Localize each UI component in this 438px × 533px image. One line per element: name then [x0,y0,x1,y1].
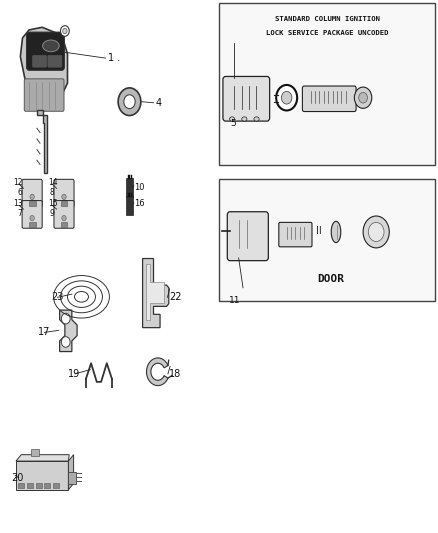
Text: 9: 9 [49,209,54,218]
Circle shape [282,91,292,104]
Bar [60,200,67,206]
Bar [53,483,59,488]
FancyBboxPatch shape [302,86,356,111]
Circle shape [63,28,67,34]
Text: 7: 7 [17,209,22,218]
Bar [27,483,33,488]
Circle shape [118,88,141,116]
Polygon shape [146,264,163,320]
Bar [126,178,133,197]
Ellipse shape [254,117,259,121]
FancyBboxPatch shape [279,222,312,247]
Bar [28,200,35,206]
Text: 12: 12 [13,178,22,187]
Bar [219,179,435,301]
Text: 19: 19 [68,369,81,379]
FancyBboxPatch shape [54,200,74,228]
Polygon shape [16,461,68,490]
Text: 1 .: 1 . [108,53,120,63]
Bar [68,472,76,484]
FancyBboxPatch shape [223,76,270,121]
FancyBboxPatch shape [32,55,46,67]
FancyBboxPatch shape [22,200,42,228]
Bar [219,3,435,165]
Text: LOCK SERVICE PACKAGE UNCODED: LOCK SERVICE PACKAGE UNCODED [266,30,389,36]
Polygon shape [60,310,77,352]
Text: 22: 22 [169,292,181,302]
Ellipse shape [230,117,235,121]
Text: 23: 23 [51,292,63,302]
Circle shape [354,87,372,108]
Bar [60,222,67,227]
Bar [28,222,35,227]
Bar [18,483,24,488]
Circle shape [276,85,297,110]
Circle shape [62,194,66,199]
Circle shape [363,216,389,248]
Text: 4: 4 [155,98,162,108]
Text: 13: 13 [13,199,22,208]
Text: 10: 10 [134,183,145,192]
FancyBboxPatch shape [22,179,42,207]
Circle shape [62,215,66,221]
FancyBboxPatch shape [48,55,62,67]
Circle shape [368,222,384,241]
Text: 20: 20 [12,473,24,482]
Text: 15: 15 [48,199,57,208]
Circle shape [61,337,70,348]
FancyBboxPatch shape [26,32,64,70]
Text: 18: 18 [169,369,181,379]
Polygon shape [37,110,47,173]
Circle shape [30,194,34,199]
Text: 11: 11 [229,296,240,305]
Text: 17: 17 [38,327,50,337]
Text: II: II [316,226,321,236]
Ellipse shape [331,221,341,243]
FancyBboxPatch shape [24,79,64,111]
Bar [126,196,133,215]
Text: 5: 5 [230,119,236,128]
Text: DOOR: DOOR [317,274,344,284]
Polygon shape [16,455,69,461]
Circle shape [30,215,34,221]
Text: 14: 14 [48,178,57,187]
Bar [31,449,39,456]
Circle shape [60,26,69,36]
Circle shape [124,95,135,109]
Ellipse shape [242,117,247,121]
FancyBboxPatch shape [227,212,268,261]
Text: 16: 16 [134,199,145,208]
Text: 8: 8 [49,188,54,197]
Bar [35,483,42,488]
Text: 6: 6 [17,188,22,197]
Text: STANDARD COLUMN IGNITION: STANDARD COLUMN IGNITION [275,17,380,22]
FancyBboxPatch shape [54,179,74,207]
Polygon shape [68,455,74,490]
Circle shape [359,92,367,103]
Bar [44,483,50,488]
Polygon shape [147,358,168,385]
Circle shape [61,313,70,324]
Polygon shape [143,259,169,328]
Polygon shape [20,27,67,110]
Ellipse shape [42,40,59,52]
